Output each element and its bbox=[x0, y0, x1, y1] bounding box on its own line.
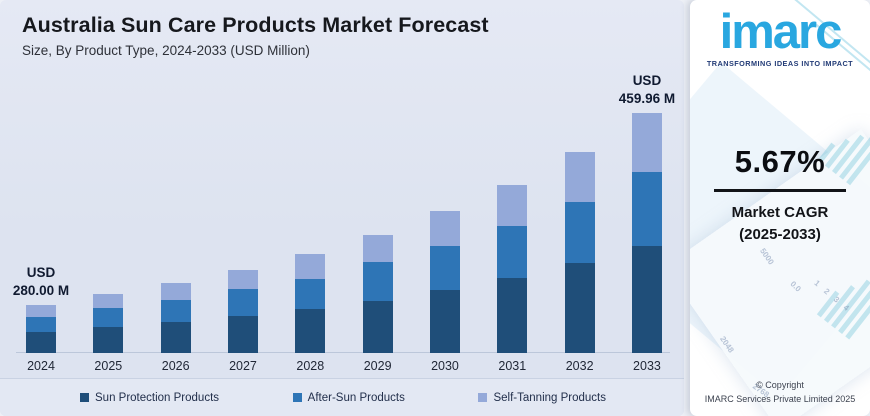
x-axis-label-2026: 2026 bbox=[161, 359, 190, 373]
bar-2025 bbox=[93, 294, 124, 353]
legend-label: Self-Tanning Products bbox=[493, 391, 606, 404]
x-axis-label-2032: 2032 bbox=[565, 359, 594, 373]
bar-segment-2025 bbox=[93, 308, 124, 327]
brand-panel: 5000 0.0 1 2 3 4 2048 2768 imarc TRANSFO… bbox=[690, 0, 870, 416]
bar-segment-2031 bbox=[497, 226, 528, 278]
x-axis-label-2033: 2033 bbox=[633, 359, 661, 373]
copyright-line1: © Copyright bbox=[756, 380, 804, 390]
x-axis-label-2024: 2024 bbox=[27, 359, 55, 373]
x-axis-label-2025: 2025 bbox=[94, 359, 123, 373]
bar-segment-2030 bbox=[429, 290, 460, 353]
bar-segment-2027 bbox=[227, 316, 258, 353]
bar-2024: USD 280.00 M bbox=[13, 265, 69, 353]
bar-segment-2026 bbox=[160, 283, 191, 300]
bar-segment-2028 bbox=[295, 309, 326, 353]
bar-segment-2024 bbox=[26, 332, 56, 353]
cagr-label-line2: (2025-2033) bbox=[739, 225, 821, 243]
x-axis-labels: 2024 2025 2026 2027 2028 2029 2030 2031 2032 2033 bbox=[26, 359, 662, 373]
decorative-bar-chart-graphic bbox=[816, 246, 870, 340]
bar-segment-2027 bbox=[227, 289, 258, 316]
bar-segment-2027 bbox=[227, 270, 258, 289]
bar-segment-2032 bbox=[564, 152, 595, 202]
bar-segment-2030 bbox=[429, 211, 460, 246]
cagr-block: 5.67% Market CAGR (2025-2033) bbox=[690, 144, 870, 246]
chart-title: Australia Sun Care Products Market Forec… bbox=[22, 13, 489, 37]
bar-segment-2025 bbox=[93, 294, 124, 308]
bar-segment-2029 bbox=[362, 235, 393, 262]
legend-item: Self-Tanning Products bbox=[478, 392, 606, 404]
copyright-line2: IMARC Services Private Limited 2025 bbox=[704, 393, 856, 404]
cagr-divider bbox=[714, 189, 846, 192]
bar-segment-2032 bbox=[564, 202, 595, 263]
bar-segment-2028 bbox=[295, 279, 326, 309]
bar-2029 bbox=[362, 235, 393, 353]
bar-segment-2024 bbox=[26, 305, 56, 317]
cagr-value: 5.67% bbox=[734, 144, 826, 179]
x-axis-label-2029: 2029 bbox=[363, 359, 392, 373]
legend: Sun Protection Products After-Sun Product… bbox=[0, 378, 684, 416]
chart-card: Australia Sun Care Products Market Forec… bbox=[0, 0, 684, 416]
bar-2031 bbox=[497, 185, 528, 353]
chart-subtitle: Size, By Product Type, 2024-2033 (USD Mi… bbox=[22, 43, 310, 58]
decorative-number: 2048 bbox=[718, 334, 736, 355]
x-axis-label-2028: 2028 bbox=[296, 359, 325, 373]
copyright-notice: © Copyright IMARC Services Private Limit… bbox=[690, 379, 870, 406]
legend-item: Sun Protection Products bbox=[80, 392, 219, 404]
decorative-number: 5000 bbox=[758, 246, 776, 267]
bar-segment-2026 bbox=[160, 322, 191, 353]
legend-label: After-Sun Products bbox=[307, 391, 405, 404]
legend-label: Sun Protection Products bbox=[95, 391, 220, 404]
bar-segment-2029 bbox=[362, 301, 393, 353]
bar-segment-2024 bbox=[26, 317, 56, 332]
legend-swatch-icon bbox=[80, 393, 89, 402]
x-axis-label-2027: 2027 bbox=[229, 359, 257, 373]
x-axis-baseline bbox=[16, 352, 670, 353]
x-axis-label-2030: 2030 bbox=[431, 359, 459, 373]
bar-segment-2032 bbox=[564, 263, 595, 353]
bar-2033: USD 459.96 M bbox=[619, 73, 675, 353]
bar-segment-2033 bbox=[631, 246, 662, 353]
value-callout-2024: USD 280.00 M bbox=[12, 264, 70, 298]
imarc-logo: imarc TRANSFORMING IDEAS INTO IMPACT bbox=[690, 5, 870, 69]
bar-segment-2033 bbox=[631, 113, 662, 172]
legend-swatch-icon bbox=[292, 393, 302, 402]
cagr-label-line1: Market CAGR bbox=[731, 204, 829, 221]
bar-segment-2029 bbox=[362, 262, 393, 301]
imarc-logo-text: imarc bbox=[719, 5, 843, 59]
imarc-tagline: TRANSFORMING IDEAS INTO IMPACT bbox=[706, 59, 854, 68]
legend-item: After-Sun Products bbox=[292, 391, 405, 404]
bar-segment-2033 bbox=[631, 172, 662, 246]
bar-2028 bbox=[295, 254, 326, 353]
bar-2032 bbox=[564, 152, 595, 353]
bar-segment-2028 bbox=[295, 254, 326, 279]
value-callout-2033: USD 459.96 M bbox=[618, 72, 676, 106]
bar-2030 bbox=[429, 211, 460, 353]
stacked-bars: USD 280.00 M USD 459.96 M bbox=[13, 73, 675, 353]
bar-segment-2031 bbox=[497, 185, 528, 226]
plot-area: USD 280.00 M USD 459.96 M bbox=[13, 73, 675, 353]
bar-segment-2031 bbox=[497, 278, 528, 353]
bar-segment-2026 bbox=[160, 300, 191, 322]
chart-header: Australia Sun Care Products Market Forec… bbox=[0, 0, 684, 58]
bar-segment-2025 bbox=[93, 327, 124, 353]
decorative-number: 1 2 3 4 bbox=[812, 278, 854, 315]
bar-2027 bbox=[227, 270, 258, 353]
bar-segment-2030 bbox=[429, 246, 460, 290]
legend-swatch-icon bbox=[478, 393, 488, 402]
bar-2026 bbox=[160, 283, 191, 353]
x-axis-label-2031: 2031 bbox=[498, 359, 527, 373]
decorative-number: 0.0 bbox=[788, 279, 803, 294]
